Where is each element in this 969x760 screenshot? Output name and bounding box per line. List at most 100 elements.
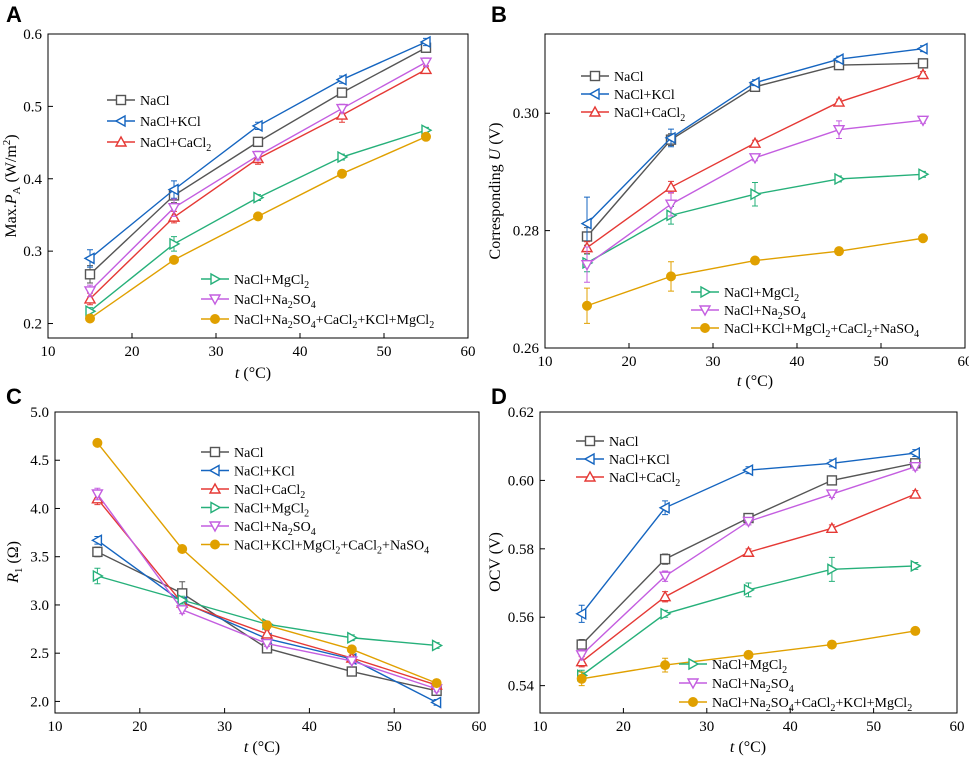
y-tick-label: 4.0 <box>30 501 49 517</box>
legend-label: NaCl <box>140 94 170 109</box>
legend-item: NaCl+KCl <box>107 114 201 130</box>
data-point <box>167 203 181 215</box>
x-tick-label: 30 <box>209 344 224 360</box>
y-tick-label: 0.60 <box>508 473 534 489</box>
data-point <box>826 639 837 650</box>
panel-c: C 2.0 2.5 3.0 3.5 4.0 4.5 5.0 10 20 30 40 50 60 NaC… <box>5 384 487 756</box>
x-tick-label: 10 <box>538 354 553 370</box>
data-point <box>910 625 921 636</box>
y-tick-label: 0.54 <box>508 679 535 695</box>
data-point <box>908 446 920 460</box>
data-point <box>83 292 97 304</box>
data-point <box>576 673 587 684</box>
data-point <box>176 605 189 617</box>
data-point <box>91 489 104 501</box>
panel-d-legend: NaClNaCl+KClNaCl+CaCl2NaCl+MgCl2NaCl+Na2… <box>576 435 912 714</box>
legend-marker <box>208 521 222 533</box>
data-point <box>419 63 433 75</box>
data-point <box>92 569 104 583</box>
legend-item: NaCl+KCl <box>581 87 675 103</box>
panel-c-x-axis-label: t (°C) <box>244 739 280 756</box>
legend-label: NaCl+MgCl2 <box>712 658 787 676</box>
panel-c-x-ticks: 10 20 30 40 50 60 <box>48 708 487 735</box>
legend-marker <box>700 285 712 299</box>
legend-marker <box>584 435 596 447</box>
data-point <box>92 437 103 448</box>
data-point <box>825 489 839 501</box>
legend-item: NaCl+MgCl2 <box>691 285 799 304</box>
panel-a-y-ticks: 0.2 0.3 0.4 0.5 0.6 <box>23 27 53 333</box>
data-point <box>664 180 678 192</box>
x-tick-label: 30 <box>699 719 714 735</box>
data-point <box>346 644 357 655</box>
series-mixed <box>576 625 921 687</box>
legend-marker <box>114 114 126 128</box>
legend-marker <box>210 501 222 514</box>
legend-marker <box>208 464 220 477</box>
data-point <box>337 150 349 164</box>
series-line <box>581 466 916 656</box>
data-point <box>262 620 272 631</box>
panel-c-series <box>90 437 444 709</box>
data-point <box>742 516 755 528</box>
data-point <box>826 475 838 486</box>
data-point <box>92 546 103 558</box>
series-mixed <box>582 233 928 324</box>
x-tick-label: 20 <box>132 719 147 735</box>
x-tick-label: 40 <box>302 719 317 735</box>
x-tick-label: 20 <box>125 344 140 360</box>
legend-label: NaCl+Na2SO4+CaCl2+KCl+MgCl2 <box>712 696 912 714</box>
data-point <box>253 211 263 222</box>
data-point <box>252 136 264 148</box>
panel-b-x-axis-label: t (°C) <box>737 373 773 390</box>
data-point <box>251 119 263 133</box>
legend-label: NaCl+Na2SO4 <box>724 304 806 322</box>
legend-label: NaCl+Na2SO4 <box>234 520 316 538</box>
series-cacl2 <box>83 63 433 306</box>
panel-d-y-axis-label: OCV (V) <box>487 532 504 592</box>
series-kcl <box>90 534 442 709</box>
x-tick-label: 50 <box>866 719 881 735</box>
series-na2so4 <box>83 57 433 298</box>
panel-c-y-ticks: 2.0 2.5 3.0 3.5 4.0 4.5 5.0 <box>30 405 60 710</box>
panel-a-legend: NaCl NaCl+KCl NaCl+CaCl2 NaCl+MgCl2 NaCl+Na2… <box>107 94 434 331</box>
panel-c-legend: NaCl NaCl+KCl NaCl+CaCl2NaCl+MgCl2NaCl+Na2… <box>201 446 429 557</box>
data-point <box>251 150 265 163</box>
y-tick-label: 0.58 <box>508 542 534 558</box>
legend-marker <box>698 305 712 317</box>
legend-marker <box>686 678 700 690</box>
panel-a: A 0.2 0.3 0.4 0.5 0.6 10 20 30 40 50 60 NaCl NaCl+… <box>1 2 476 382</box>
panel-a-plot-frame <box>47 33 469 339</box>
legend-marker <box>210 539 220 550</box>
legend-marker <box>588 87 600 101</box>
data-point <box>742 545 755 557</box>
data-point <box>659 553 671 565</box>
panel-c-plot-frame <box>54 411 480 714</box>
x-tick-label: 60 <box>958 354 969 370</box>
panel-d-series <box>575 446 922 687</box>
series-kcl <box>83 35 431 268</box>
data-point <box>580 217 592 230</box>
legend-item: NaCl+Na2SO4 <box>691 304 806 322</box>
data-point <box>419 35 431 49</box>
series-na2so4 <box>91 487 443 696</box>
legend-label: NaCl+Na2SO4 <box>234 293 316 311</box>
legend-item: NaCl <box>107 94 170 109</box>
data-point <box>825 457 837 470</box>
data-point <box>834 246 844 257</box>
panel-a-x-axis-label: t (°C) <box>235 365 271 382</box>
x-tick-label: 10 <box>48 719 63 735</box>
x-tick-label: 20 <box>622 354 637 370</box>
legend-item: NaCl+CaCl2 <box>201 482 305 501</box>
legend-label: NaCl+CaCl2 <box>609 471 680 489</box>
data-point <box>177 543 188 554</box>
y-tick-label: 0.6 <box>23 27 42 43</box>
y-tick-label: 2.5 <box>30 646 49 662</box>
data-point <box>917 58 929 69</box>
panel-b-series <box>580 42 930 324</box>
x-tick-label: 50 <box>387 719 402 735</box>
data-point <box>750 255 760 266</box>
data-point <box>345 656 358 668</box>
legend-marker <box>208 482 222 494</box>
